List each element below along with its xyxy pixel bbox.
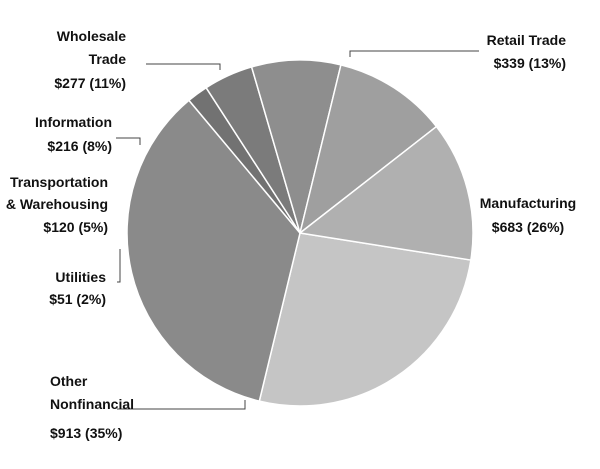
slice-label-transportation-warehousing: Transportation & Warehousing $120 (5%)	[6, 174, 108, 235]
slice-value-label: $120 (5%)	[43, 219, 108, 235]
slice-value-label: $913 (35%)	[50, 425, 122, 441]
pie-slice-retail-trade	[299, 125, 474, 261]
leader-line-wholesale-trade	[146, 63, 221, 70]
slice-label-other-nonfinancial: Other Nonfinancial $913 (35%)	[50, 373, 134, 441]
pie-slice-manufacturing	[258, 232, 472, 407]
leader-line-retail-trade	[349, 50, 479, 57]
slice-label-text: Manufacturing	[480, 195, 576, 211]
slice-value-label: $277 (11%)	[54, 75, 126, 91]
slice-label-text: & Warehousing	[6, 196, 108, 212]
pie-slice-other-nonfinancial	[126, 99, 301, 402]
slice-label-retail-trade: Retail Trade $339 (13%)	[487, 32, 567, 71]
leader-lines	[116, 50, 479, 410]
slice-label-text: Other	[50, 373, 88, 389]
slice-label-text: Transportation	[10, 174, 108, 190]
slice-label-text: Information	[35, 114, 112, 130]
slice-label-text: Wholesale	[57, 28, 126, 44]
slice-label-utilities: Utilities $51 (2%)	[49, 269, 106, 307]
slice-value-label: $339 (13%)	[494, 55, 566, 71]
slice-label-text: Retail Trade	[487, 32, 567, 48]
leader-line-other-nonfinancial	[117, 400, 246, 410]
slice-value-label: $683 (26%)	[492, 219, 564, 235]
pie-slice-information	[250, 59, 342, 234]
slice-label-information: Information $216 (8%)	[35, 114, 112, 154]
slice-label-text: Trade	[89, 51, 127, 67]
slice-label-wholesale-trade: Wholesale Trade $277 (11%)	[54, 28, 126, 91]
slice-label-text: Utilities	[55, 269, 106, 285]
slice-value-label: $51 (2%)	[49, 291, 106, 307]
pie-slices	[126, 59, 474, 407]
slice-value-label: $216 (8%)	[47, 138, 112, 154]
slice-label-text: Nonfinancial	[50, 396, 134, 412]
slice-labels: Manufacturing $683 (26%) Other Nonfinancial…	[6, 28, 576, 441]
leader-line-utilities	[117, 249, 121, 283]
leader-line-information	[116, 137, 141, 145]
pie-slice-wholesale-trade	[299, 64, 438, 234]
slice-label-manufacturing: Manufacturing $683 (26%)	[480, 195, 576, 235]
